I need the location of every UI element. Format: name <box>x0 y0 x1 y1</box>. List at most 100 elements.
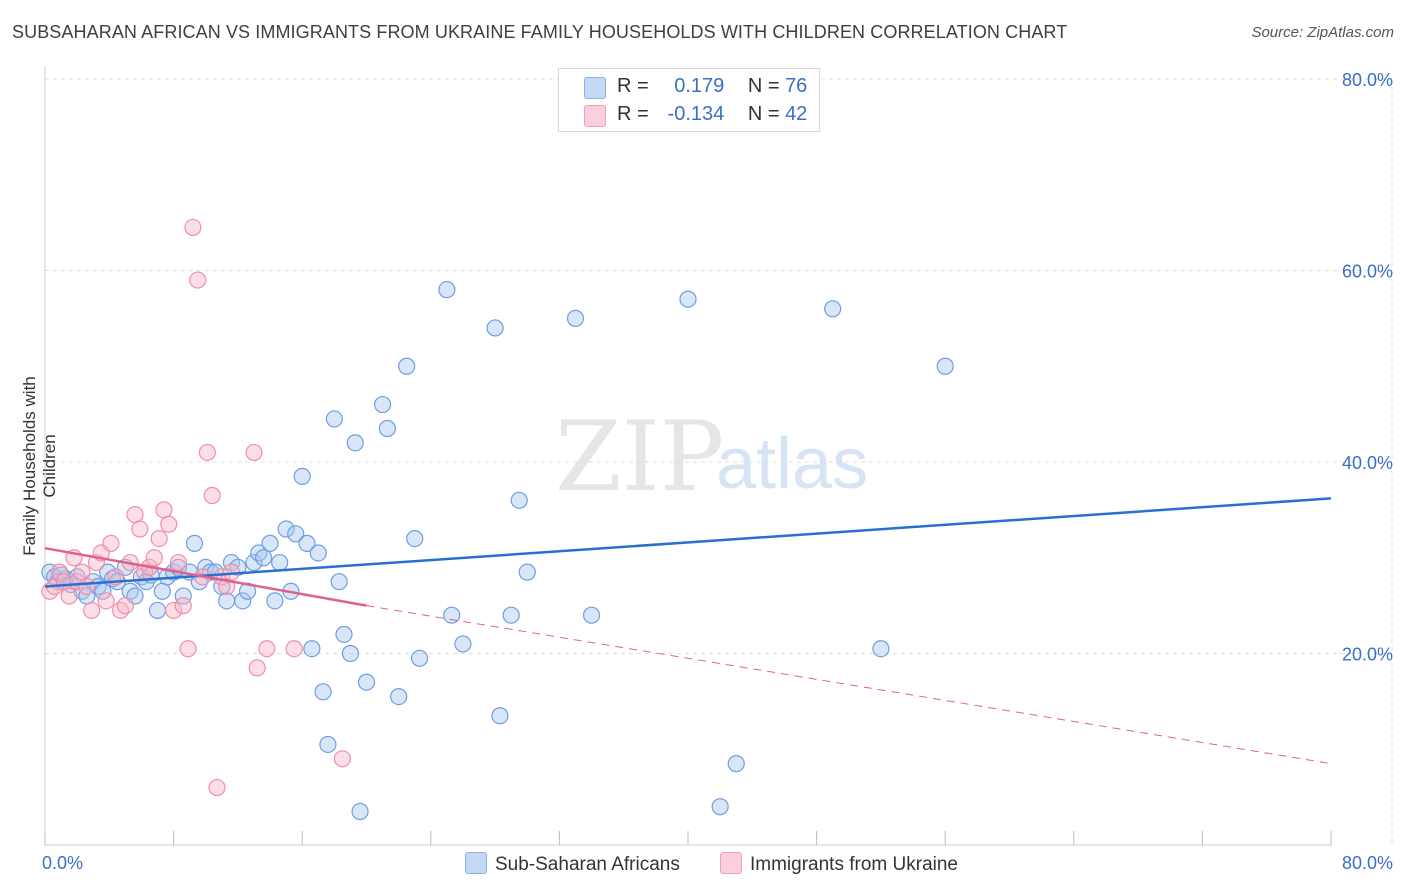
data-point-ukraine <box>150 529 168 548</box>
data-point-ukraine <box>179 640 197 658</box>
data-point-subsaharan <box>319 735 337 754</box>
data-point-ukraine <box>198 443 216 462</box>
data-point-subsaharan <box>491 707 509 725</box>
data-point-ukraine <box>203 486 221 505</box>
data-point-subsaharan <box>148 601 167 620</box>
data-point-ukraine <box>174 597 192 615</box>
data-point-subsaharan <box>373 395 392 414</box>
data-point-subsaharan <box>174 587 192 605</box>
data-point-ukraine <box>208 778 226 797</box>
data-point-subsaharan <box>309 544 327 562</box>
bottom-legend-label: Immigrants from Ukraine <box>750 854 958 875</box>
data-point-ukraine <box>131 520 149 538</box>
data-point-ukraine <box>160 515 178 533</box>
trendline-subsaharan <box>44 497 1332 588</box>
data-point-ukraine <box>111 601 130 620</box>
legend-n-value: 42 <box>785 103 808 125</box>
data-point-subsaharan <box>266 592 284 610</box>
data-point-ukraine <box>116 597 134 615</box>
trendline-ukraine <box>44 546 367 607</box>
data-point-subsaharan <box>351 802 369 821</box>
watermark-zip: ZIP <box>555 401 724 513</box>
data-point-ukraine <box>73 563 91 581</box>
data-point-ukraine <box>126 506 144 524</box>
data-point-ukraine <box>189 271 207 289</box>
legend-r-value: 0.179 <box>674 75 725 97</box>
chart-title: SUBSAHARAN AFRICAN VS IMMIGRANTS FROM UK… <box>12 22 1068 42</box>
data-point-subsaharan <box>153 582 171 600</box>
data-point-subsaharan <box>443 606 461 624</box>
data-point-subsaharan <box>298 534 316 552</box>
y-tick-label: 60.0% <box>1342 262 1393 282</box>
trendline-ukraine-projection <box>366 605 1332 765</box>
data-point-ukraine <box>248 659 266 677</box>
data-point-ukraine <box>145 549 163 567</box>
data-point-ukraine <box>165 601 183 620</box>
legend-swatch-blue <box>584 77 606 99</box>
data-point-ukraine <box>78 577 96 596</box>
data-point-subsaharan <box>378 419 396 438</box>
bottom-legend-swatch-pink <box>720 852 742 874</box>
data-point-ukraine <box>333 750 351 768</box>
data-point-ukraine <box>169 553 188 572</box>
data-point-subsaharan <box>341 644 360 663</box>
bottom-legend-item-ukraine[interactable]: Immigrants from Ukraine <box>720 852 958 876</box>
data-point-subsaharan <box>293 467 311 485</box>
data-point-subsaharan <box>234 592 252 610</box>
y-tick-label: 20.0% <box>1342 645 1393 665</box>
data-point-ukraine <box>97 592 115 610</box>
stats-legend: R = 0.179 N = 76 R = -0.134 N = 42 <box>558 68 820 132</box>
data-point-subsaharan <box>245 553 263 572</box>
data-point-subsaharan <box>410 649 429 667</box>
data-point-subsaharan <box>502 606 520 624</box>
data-point-subsaharan <box>250 544 268 562</box>
data-point-subsaharan <box>271 553 289 572</box>
data-point-ukraine <box>60 587 78 605</box>
x-tick-label: 80.0% <box>1342 853 1393 873</box>
data-point-ukraine <box>184 218 202 237</box>
source-label: Source: ZipAtlas.com <box>1251 24 1394 41</box>
watermark-atlas: atlas <box>716 424 868 504</box>
data-point-subsaharan <box>261 534 279 552</box>
data-point-subsaharan <box>727 755 745 773</box>
legend-r-label: R = <box>617 75 649 97</box>
data-point-subsaharan <box>303 640 321 658</box>
data-point-subsaharan <box>438 281 456 299</box>
bottom-legend-item-subsaharan[interactable]: Sub-Saharan Africans <box>465 852 680 876</box>
data-point-subsaharan <box>824 300 842 318</box>
data-point-subsaharan <box>255 549 273 567</box>
legend-r-value: -0.134 <box>667 103 725 125</box>
data-point-subsaharan <box>218 592 236 610</box>
data-point-subsaharan <box>277 520 295 538</box>
data-point-subsaharan <box>287 525 305 543</box>
data-point-subsaharan <box>325 410 343 428</box>
data-point-subsaharan <box>510 491 528 509</box>
legend-r-label: R = <box>617 103 649 125</box>
data-point-subsaharan <box>314 683 332 701</box>
data-point-ukraine <box>50 563 69 581</box>
y-tick-label: 40.0% <box>1342 453 1393 473</box>
data-point-subsaharan <box>406 529 424 548</box>
data-point-subsaharan <box>357 673 376 691</box>
data-point-ukraine <box>285 640 303 658</box>
legend-n-label: N = <box>747 103 780 125</box>
y-tick-label: 80.0% <box>1342 70 1393 90</box>
data-point-subsaharan <box>330 573 348 591</box>
data-point-subsaharan <box>679 290 697 308</box>
data-point-subsaharan <box>486 319 504 337</box>
data-point-subsaharan <box>335 625 353 643</box>
legend-swatch-pink <box>584 105 606 127</box>
y-axis-label: Family Households with Children <box>20 376 59 556</box>
data-point-ukraine <box>245 443 263 462</box>
data-point-ukraine <box>83 601 101 620</box>
data-point-subsaharan <box>454 635 472 653</box>
data-point-subsaharan <box>346 434 364 452</box>
data-point-subsaharan <box>582 606 601 624</box>
data-point-subsaharan <box>398 357 416 375</box>
data-point-subsaharan <box>390 687 408 706</box>
legend-n-value: 76 <box>785 75 808 97</box>
data-point-ukraine <box>258 640 276 658</box>
x-tick-label: 0.0% <box>42 853 83 873</box>
data-point-subsaharan <box>711 798 729 816</box>
